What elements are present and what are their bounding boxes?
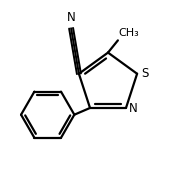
Text: CH₃: CH₃ [119,28,140,38]
Text: N: N [129,102,138,115]
Text: S: S [141,67,148,80]
Text: N: N [67,11,75,24]
